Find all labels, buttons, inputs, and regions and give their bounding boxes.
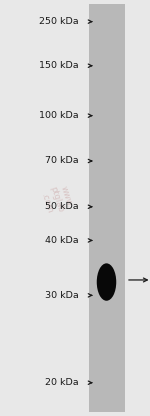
Text: 150 kDa: 150 kDa bbox=[39, 61, 79, 70]
Bar bbox=[89, 4, 124, 412]
Text: 100 kDa: 100 kDa bbox=[39, 111, 79, 120]
Text: 40 kDa: 40 kDa bbox=[45, 236, 79, 245]
Text: www.
ptglab
.com: www. ptglab .com bbox=[39, 182, 75, 217]
Text: 20 kDa: 20 kDa bbox=[45, 378, 79, 387]
Ellipse shape bbox=[97, 263, 116, 301]
Text: 30 kDa: 30 kDa bbox=[45, 291, 79, 300]
Text: 250 kDa: 250 kDa bbox=[39, 17, 79, 26]
Text: 50 kDa: 50 kDa bbox=[45, 202, 79, 211]
Text: 70 kDa: 70 kDa bbox=[45, 156, 79, 166]
